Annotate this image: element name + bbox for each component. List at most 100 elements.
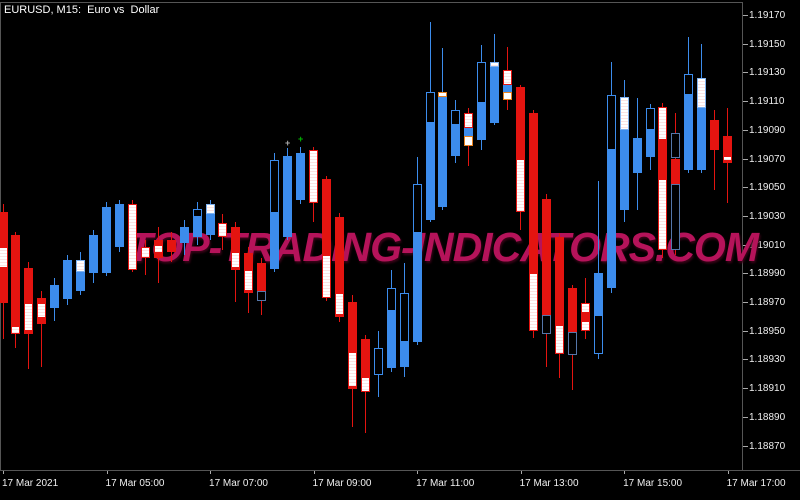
time-tick: [313, 470, 315, 474]
candle-body-segment: [37, 297, 47, 304]
candle-body-segment: [373, 347, 383, 376]
price-label: 1.18950: [749, 325, 786, 337]
candle-body-segment: [296, 152, 306, 201]
candle-body-segment: [347, 302, 357, 353]
candle-body-segment: [619, 129, 629, 211]
price-label: 1.18930: [749, 354, 786, 366]
candle-body-segment: [516, 86, 526, 159]
price-tick: [743, 359, 748, 361]
candle-body-segment: [632, 138, 642, 173]
candle-body-segment: [684, 73, 694, 96]
candle-body-segment: [438, 92, 448, 97]
candle-body-segment: [619, 96, 629, 130]
candle-body-segment: [24, 303, 34, 331]
candle-body-segment: [102, 207, 112, 274]
price-label: 1.19030: [749, 210, 786, 222]
candle-body-segment: [554, 324, 564, 354]
candle-body-segment: [192, 217, 202, 238]
candle-body-segment: [425, 92, 435, 123]
price-label: 1.18870: [749, 440, 786, 452]
candle-body-segment: [723, 135, 733, 156]
price-label: 1.19130: [749, 67, 786, 79]
candle-body-segment: [477, 62, 487, 103]
candle-body-segment: [179, 227, 189, 244]
time-tick: [520, 470, 522, 474]
candle-body-segment: [153, 253, 163, 258]
candle-body-segment: [658, 178, 668, 251]
price-tick: [743, 445, 748, 447]
candle-body-segment: [580, 320, 590, 331]
candle-body-segment: [347, 386, 357, 389]
candle-body-segment: [671, 184, 681, 251]
candle-body-segment: [399, 293, 409, 343]
candle-body-segment: [386, 310, 396, 368]
candle-body-segment: [593, 314, 603, 354]
candle-body-segment: [63, 260, 73, 300]
candle-body-segment: [464, 135, 474, 146]
price-label: 1.19170: [749, 10, 786, 21]
candle-body-segment: [697, 78, 707, 109]
candle-body-segment: [89, 234, 99, 274]
candle-wick: [597, 181, 599, 360]
time-axis-separator: [0, 470, 800, 471]
price-label: 1.19110: [749, 96, 785, 108]
candle-body-segment: [529, 112, 539, 274]
candle-body-segment: [490, 62, 500, 67]
price-tick: [743, 388, 748, 390]
chart-title: EURUSD, M15: Euro vs Dollar: [4, 4, 160, 16]
candle-body-segment: [270, 213, 280, 269]
time-label: 17 Mar 17:00: [726, 478, 786, 489]
time-tick: [727, 470, 729, 474]
candle-body-segment: [205, 214, 215, 235]
price-tick: [743, 129, 748, 131]
candle-body-segment: [412, 233, 422, 343]
price-tick: [743, 302, 748, 303]
candle-wick: [701, 43, 703, 173]
candle-body-segment: [37, 303, 47, 318]
candle-body-segment: [658, 139, 668, 179]
candle-body-segment: [24, 330, 34, 334]
plus-marker-icon: +: [297, 133, 304, 144]
candle-body-segment: [0, 267, 8, 304]
candle-body-segment: [710, 119, 720, 150]
time-label: 17 Mar 05:00: [105, 478, 165, 489]
price-tick: [743, 330, 748, 332]
candle-body-segment: [645, 108, 655, 130]
candle-body-segment: [244, 270, 254, 291]
candle-body-segment: [580, 313, 590, 321]
plot-area[interactable]: + +: [0, 0, 742, 470]
candle-body-segment: [334, 293, 344, 315]
candle-body-segment: [37, 317, 47, 324]
price-label: 1.18990: [749, 268, 786, 280]
candle-body-segment: [360, 339, 370, 377]
candle-body-segment: [192, 208, 202, 218]
price-label: 1.19050: [749, 182, 786, 194]
candle-body-segment: [76, 260, 86, 272]
candle-body-segment: [114, 204, 124, 248]
time-label: 17 Mar 07:00: [209, 478, 268, 489]
time-label: 17 Mar 15:00: [623, 478, 683, 489]
candle-body-segment: [529, 273, 539, 331]
candle-body-segment: [166, 240, 176, 252]
candle-body-segment: [399, 342, 409, 367]
candle-body-segment: [309, 149, 319, 203]
price-tick: [743, 72, 748, 74]
price-tick: [743, 215, 748, 217]
time-label: 17 Mar 13:00: [519, 478, 579, 489]
candle-body-segment: [218, 223, 228, 238]
candle-body-segment: [334, 314, 344, 317]
candle-wick: [41, 290, 43, 367]
time-tick: [417, 470, 419, 474]
candle-body-segment: [231, 251, 241, 268]
candle-body-segment: [425, 122, 435, 221]
candle-body-segment: [671, 132, 681, 159]
candle-body-segment: [140, 247, 150, 258]
price-label: 1.19010: [749, 239, 786, 251]
time-tick: [3, 470, 4, 474]
candle-body-segment: [283, 155, 293, 238]
candle-wick: [727, 108, 729, 203]
candle-body-segment: [490, 66, 500, 123]
price-label: 1.18910: [749, 383, 786, 395]
candle-body-segment: [153, 240, 163, 245]
candle-body-segment: [697, 108, 707, 170]
